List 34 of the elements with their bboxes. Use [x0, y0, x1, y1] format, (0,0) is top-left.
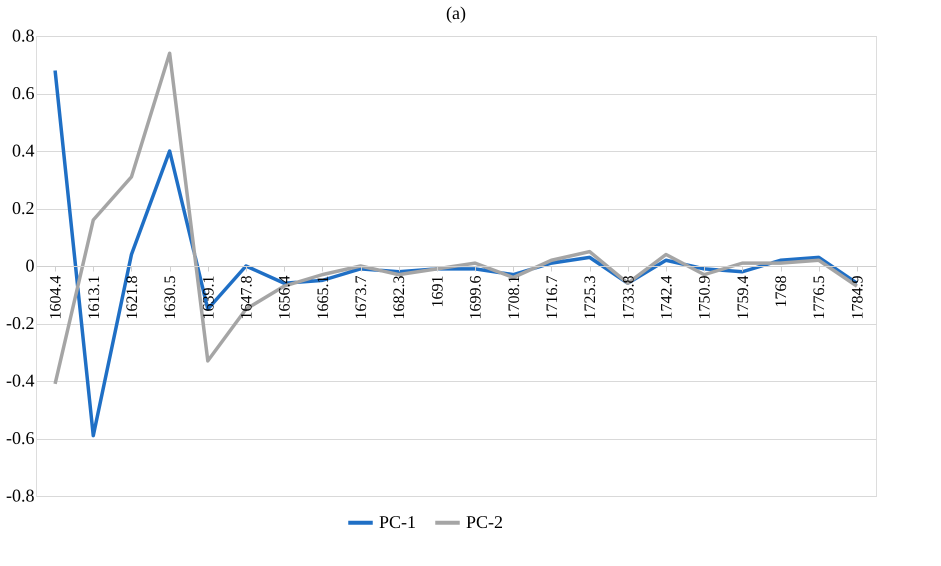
y-tick-label: -0.4	[6, 370, 34, 390]
x-tick-label: 1699.6	[468, 276, 485, 320]
x-tick-label: 1682.3	[391, 276, 408, 320]
y-tick-label: 0.2	[12, 198, 34, 218]
y-tick-label: -0.6	[6, 428, 34, 448]
x-tick-label: 1647.8	[238, 276, 256, 320]
x-tick-label: 1742.4	[658, 276, 676, 320]
x-tick-label: 1621.8	[124, 276, 141, 320]
y-tick-label: 0	[26, 256, 34, 276]
x-tick-label: 1733.8	[620, 276, 638, 320]
y-tick-label: -0.8	[6, 486, 34, 506]
x-tick-label: 1776.5	[811, 276, 828, 320]
x-tick-label: 1708.1	[506, 276, 523, 320]
legend-label: PC-1	[379, 512, 416, 532]
x-tick-label: 1630.5	[162, 276, 180, 320]
x-tick-label: 1768	[773, 276, 790, 308]
y-tick-label: 0.6	[12, 83, 34, 103]
x-tick-label: 1750.9	[696, 276, 714, 320]
x-tick-label: 1665.1	[314, 276, 332, 320]
x-tick-label: 1691	[429, 276, 446, 308]
chart-title: (a)	[446, 3, 466, 23]
legend-label: PC-2	[466, 512, 504, 532]
x-tick-label: 1639.1	[200, 276, 218, 320]
y-tick-label: 0.8	[12, 26, 34, 46]
x-tick-label: 1656.4	[276, 276, 294, 320]
x-tick-label: 1604.4	[48, 276, 65, 320]
x-tick-label: 1673.7	[353, 276, 370, 320]
y-tick-label: 0.4	[12, 140, 34, 160]
y-tick-label: -0.2	[6, 313, 34, 333]
x-tick-label: 1784.9	[849, 276, 866, 320]
x-tick-label: 1716.7	[544, 276, 561, 320]
x-tick-label: 1759.4	[734, 276, 752, 320]
x-tick-label: 1613.1	[86, 276, 103, 320]
x-tick-label: 1725.3	[582, 276, 600, 320]
